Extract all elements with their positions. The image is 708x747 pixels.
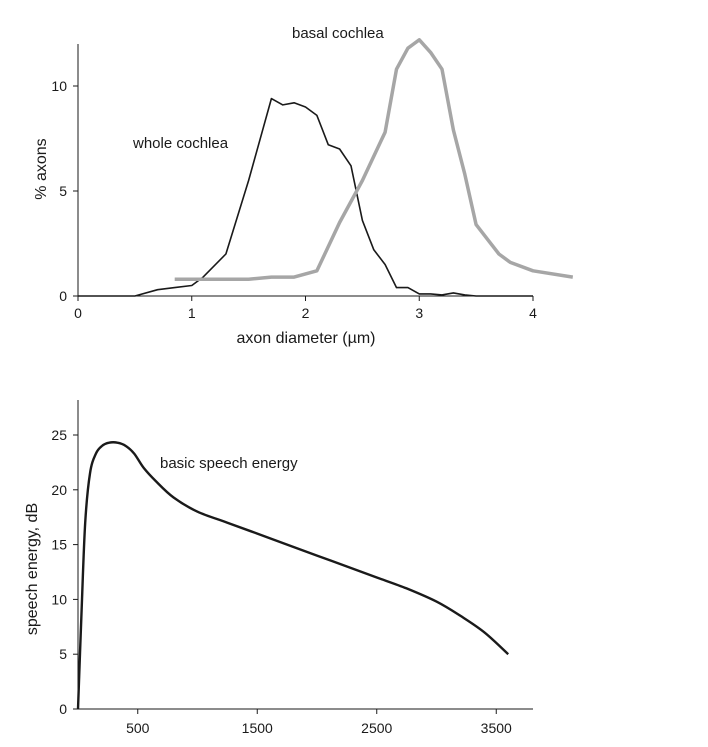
whole-cochlea-line [78, 97, 533, 297]
bottom-x-tick-label: 500 [126, 720, 150, 736]
bottom-y-tick-label: 20 [51, 482, 67, 498]
bottom-y-tick-label: 5 [59, 646, 67, 662]
top-x-tick-label: 4 [529, 305, 537, 321]
whole-cochlea-label: whole cochlea [132, 135, 229, 152]
top-x-tick-label: 2 [302, 305, 310, 321]
bottom-y-tick-label: 10 [51, 591, 67, 607]
bottom-x-tick-label: 1500 [242, 720, 273, 736]
top-y-tick-label: 10 [51, 78, 67, 94]
top-y-tick-label: 5 [59, 183, 67, 199]
top-x-tick-label: 0 [74, 305, 82, 321]
axon-diameter-chart: 0 1 2 3 4 0 5 10 axon diameter (µm) % axons who… [33, 25, 574, 347]
bottom-y-tick-label: 15 [51, 537, 67, 553]
bottom-y-tick-label: 0 [59, 701, 67, 717]
speech-energy-line [76, 441, 510, 710]
basal-cochlea-label: basal cochlea [292, 25, 384, 42]
speech-energy-label: basic speech energy [160, 455, 298, 472]
top-x-tick-label: 1 [188, 305, 196, 321]
top-y-axis-label: % axons [33, 138, 50, 199]
bottom-x-tick-label: 2500 [361, 720, 392, 736]
bottom-y-axis-label: speech energy, dB [24, 503, 41, 635]
top-x-axis-label: axon diameter (µm) [236, 330, 375, 347]
speech-energy-chart: 500 1500 2500 3500 0 5 10 15 20 25 speech energy,… [24, 400, 533, 736]
top-y-tick-label: 0 [59, 288, 67, 304]
top-x-tick-label: 3 [415, 305, 423, 321]
bottom-y-tick-label: 25 [51, 427, 67, 443]
basal-cochlea-line [174, 38, 574, 281]
bottom-x-tick-label: 3500 [481, 720, 512, 736]
